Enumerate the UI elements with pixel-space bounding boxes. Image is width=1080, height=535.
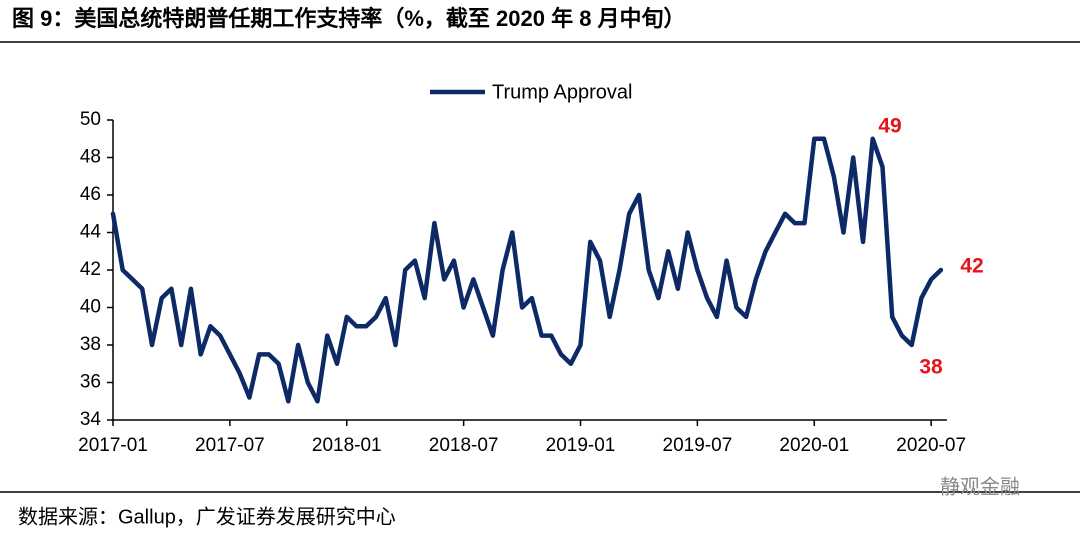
line-series [110, 136, 944, 404]
x-tick-label: 2020-07 [896, 435, 966, 456]
x-tick-label: 2019-07 [663, 435, 733, 456]
annotation: 42 [960, 255, 983, 278]
x-tick-label: 2020-01 [779, 435, 849, 456]
x-tick-label: 2019-01 [546, 435, 616, 456]
chart-title: 图 9：美国总统特朗普任期工作支持率（%，截至 2020 年 8 月中旬） [12, 6, 686, 31]
y-tick-label: 50 [80, 109, 101, 130]
y-tick-label: 40 [80, 297, 101, 318]
annotation: 38 [919, 356, 943, 379]
x-tick-label: 2018-01 [312, 435, 382, 456]
y-tick-label: 46 [80, 184, 101, 205]
y-tick-label: 34 [80, 409, 102, 430]
y-tick-label: 42 [80, 259, 101, 280]
y-tick-label: 44 [80, 222, 102, 243]
annotation: 49 [878, 115, 901, 138]
source: 数据来源：Gallup，广发证券发展研究中心 [18, 505, 396, 528]
watermark: 静观金融 [940, 475, 1020, 498]
x-tick-label: 2017-01 [78, 435, 148, 456]
y-tick-label: 36 [80, 372, 101, 393]
legend-label: Trump Approval [492, 81, 632, 103]
y-tick-label: 38 [80, 334, 101, 355]
y-tick-label: 48 [80, 147, 101, 168]
x-tick-label: 2017-07 [195, 435, 265, 456]
x-tick-label: 2018-07 [429, 435, 499, 456]
